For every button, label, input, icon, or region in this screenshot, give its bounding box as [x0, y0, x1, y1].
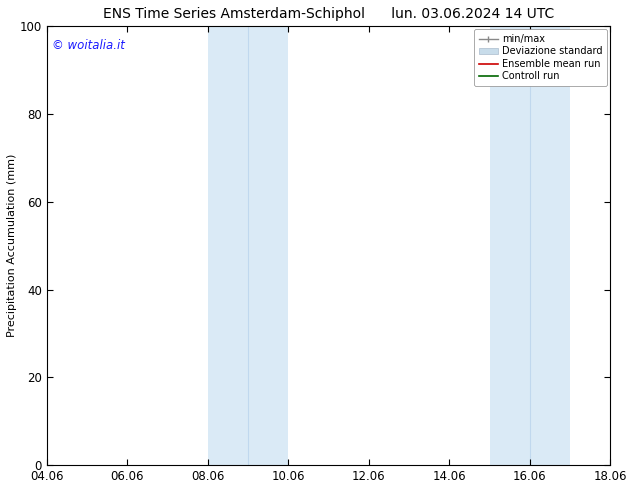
Title: ENS Time Series Amsterdam-Schiphol      lun. 03.06.2024 14 UTC: ENS Time Series Amsterdam-Schiphol lun. … [103, 7, 554, 21]
Legend: min/max, Deviazione standard, Ensemble mean run, Controll run: min/max, Deviazione standard, Ensemble m… [474, 29, 607, 86]
Bar [489, 26, 570, 465]
Y-axis label: Precipitation Accumulation (mm): Precipitation Accumulation (mm) [7, 154, 17, 338]
Text: © woitalia.it: © woitalia.it [53, 40, 126, 52]
Bar [208, 26, 288, 465]
